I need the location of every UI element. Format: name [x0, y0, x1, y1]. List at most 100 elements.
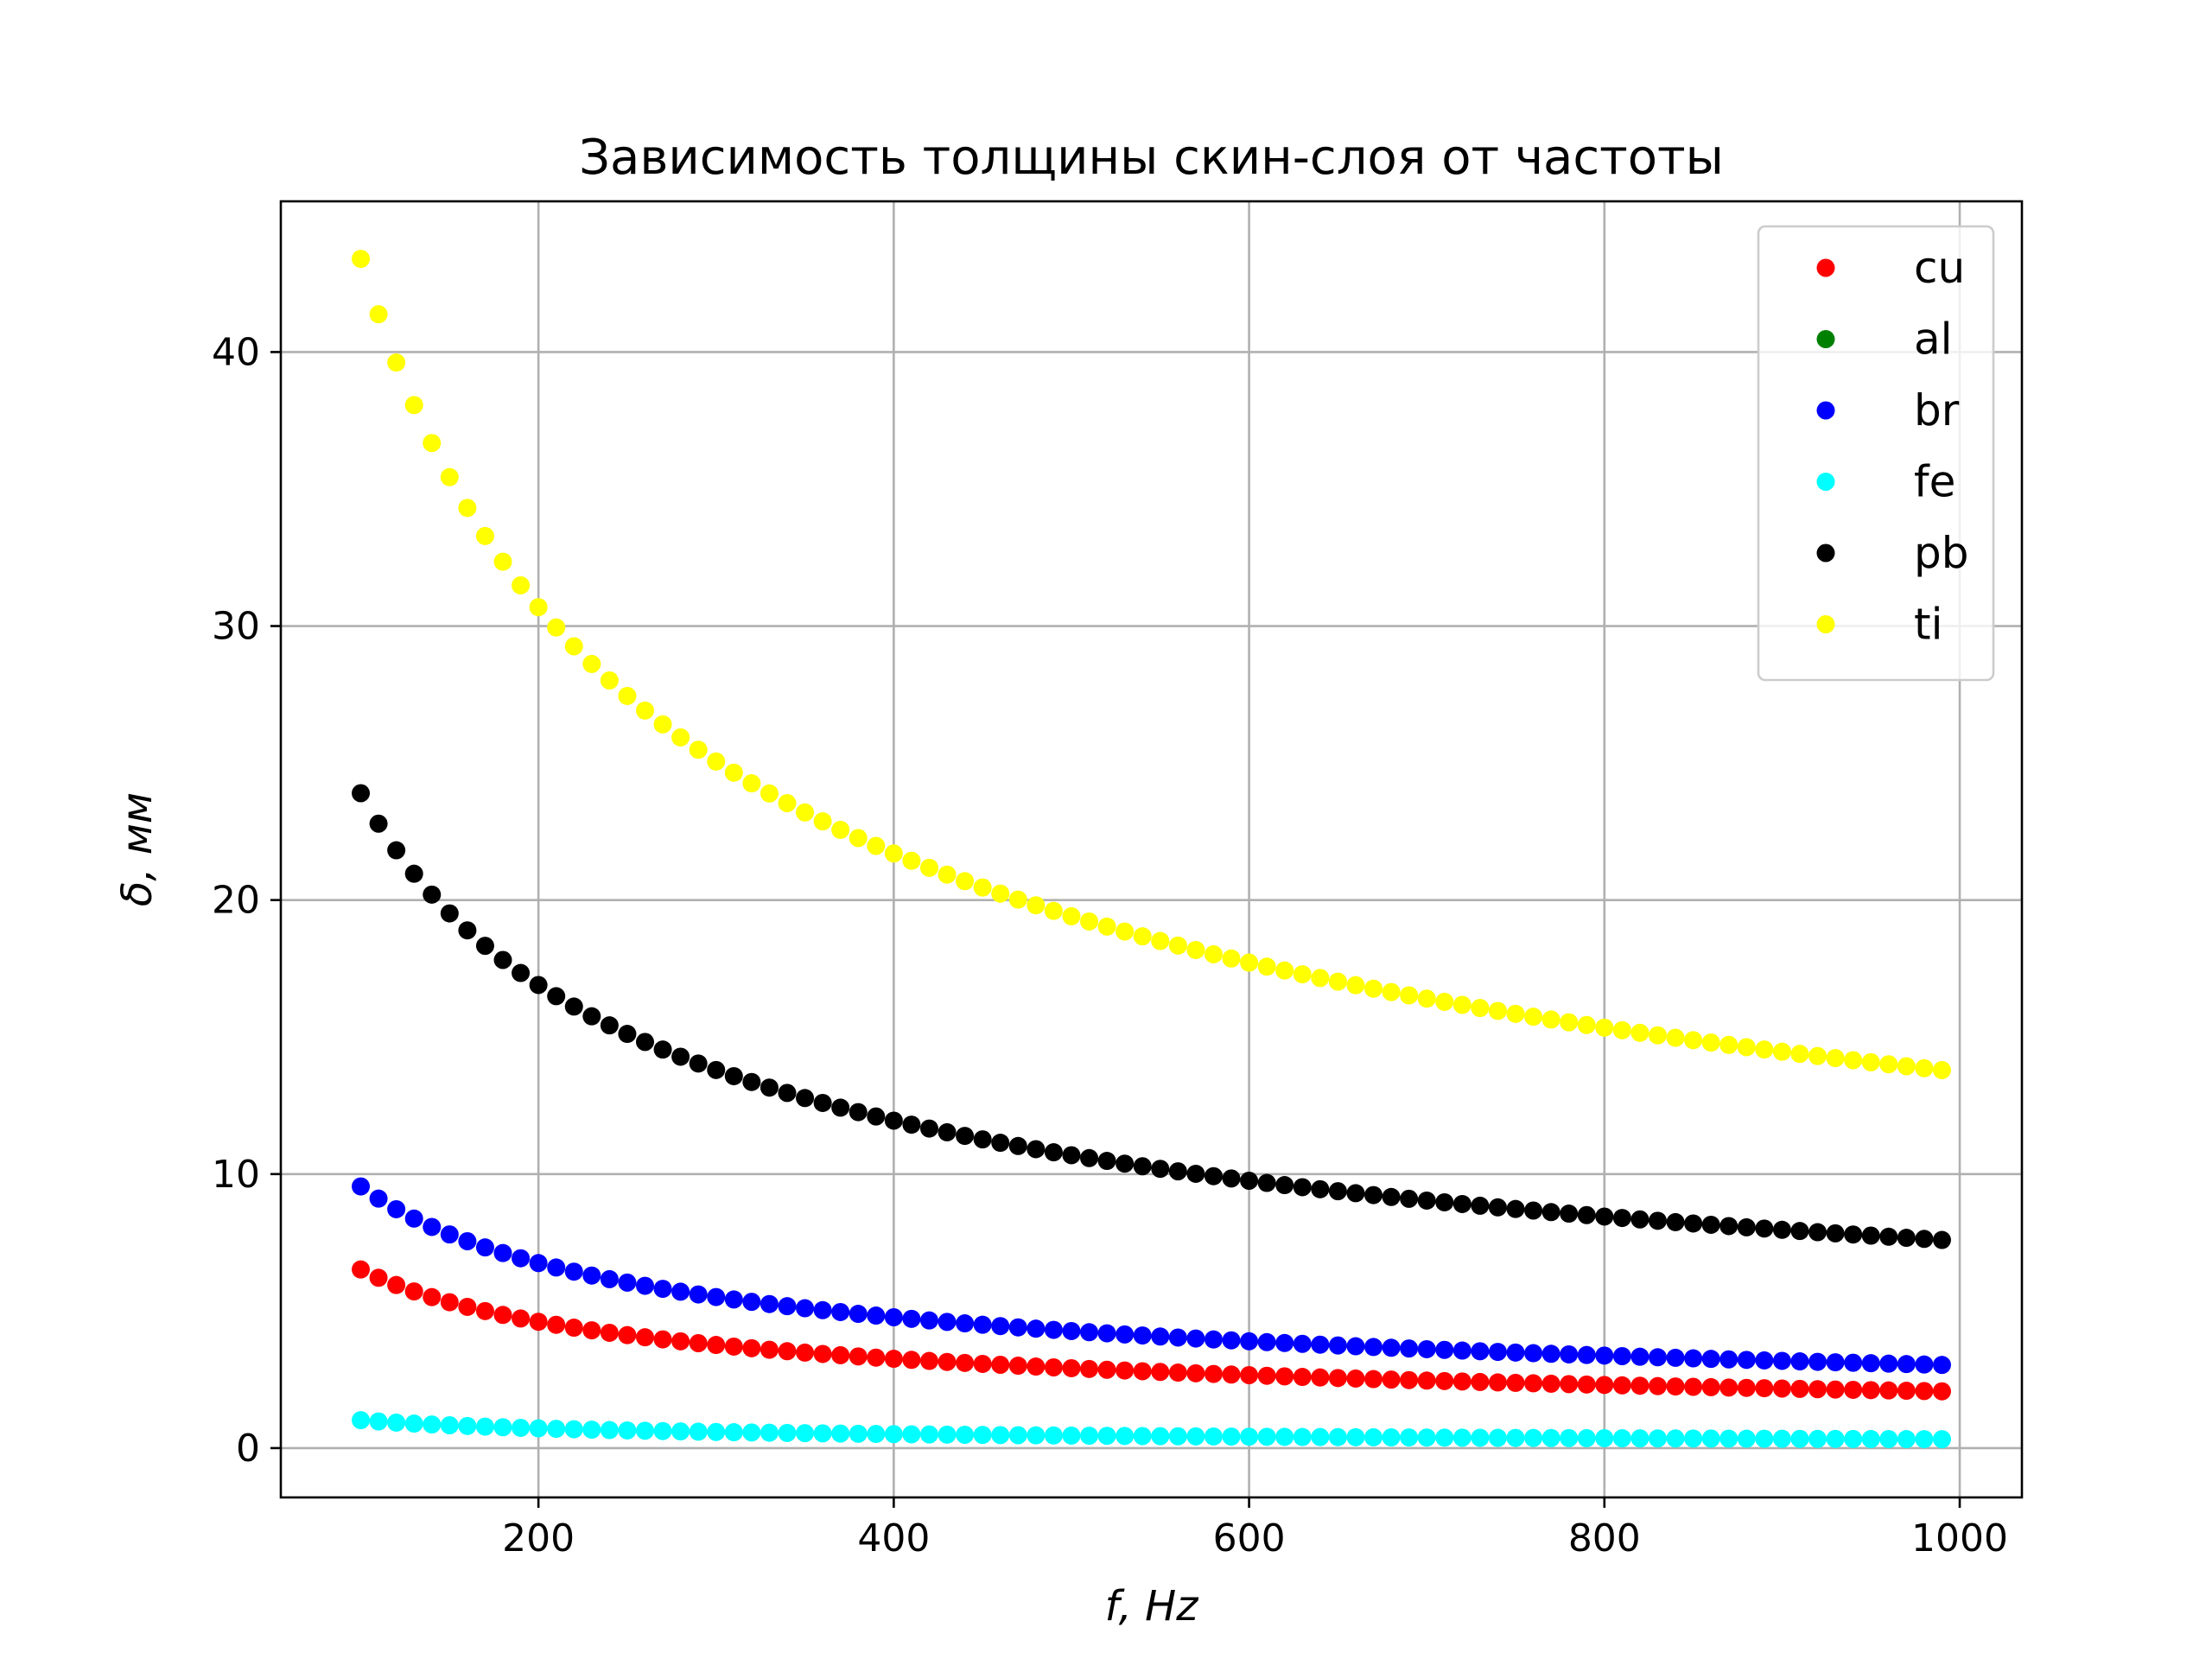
- point-cu: [1488, 1373, 1507, 1392]
- point-fe: [938, 1425, 957, 1444]
- point-cu: [1879, 1381, 1898, 1400]
- point-ti: [1772, 1042, 1791, 1061]
- point-ti: [1790, 1045, 1809, 1064]
- point-br: [778, 1297, 797, 1316]
- point-fe: [796, 1424, 815, 1443]
- point-pb: [1737, 1217, 1756, 1236]
- point-br: [1044, 1320, 1063, 1339]
- point-pb: [1844, 1225, 1863, 1244]
- point-br: [1790, 1352, 1809, 1371]
- point-br: [1577, 1345, 1596, 1364]
- point-cu: [653, 1330, 672, 1349]
- point-fe: [1826, 1429, 1845, 1448]
- point-br: [1648, 1348, 1667, 1367]
- point-ti: [1471, 999, 1490, 1018]
- point-pb: [919, 1119, 938, 1138]
- point-br: [1275, 1333, 1294, 1352]
- point-pb: [671, 1047, 690, 1066]
- point-cu: [1755, 1379, 1774, 1398]
- legend-marker-al: [1816, 330, 1835, 348]
- point-ti: [1648, 1026, 1667, 1045]
- point-br: [1560, 1344, 1579, 1363]
- point-fe: [689, 1422, 708, 1441]
- point-ti: [1737, 1038, 1756, 1057]
- point-br: [440, 1225, 459, 1244]
- point-pb: [1701, 1215, 1720, 1234]
- point-cu: [458, 1297, 477, 1316]
- point-cu: [1790, 1379, 1809, 1398]
- point-ti: [1027, 896, 1046, 915]
- point-ti: [653, 715, 672, 734]
- point-pb: [387, 841, 406, 860]
- point-br: [636, 1276, 655, 1295]
- point-pb: [440, 904, 459, 923]
- point-ti: [1506, 1004, 1525, 1023]
- point-br: [1062, 1321, 1081, 1340]
- point-ti: [1400, 986, 1419, 1005]
- point-br: [512, 1249, 531, 1268]
- point-pb: [1080, 1148, 1099, 1167]
- point-pb: [813, 1093, 832, 1112]
- point-cu: [547, 1315, 566, 1334]
- point-br: [813, 1300, 832, 1319]
- point-fe: [1257, 1427, 1276, 1446]
- point-ti: [1755, 1040, 1774, 1059]
- point-fe: [1737, 1429, 1756, 1448]
- y-tick-label: 40: [212, 330, 260, 374]
- point-ti: [1275, 961, 1294, 980]
- point-br: [849, 1305, 868, 1324]
- point-cu: [973, 1354, 992, 1373]
- point-fe: [1044, 1426, 1063, 1445]
- point-fe: [440, 1416, 459, 1435]
- point-fe: [1932, 1430, 1951, 1449]
- ticks: 200 400 600 800 1000 0 10 20 30 40: [212, 330, 2008, 1560]
- point-ti: [1684, 1031, 1703, 1050]
- point-br: [1364, 1338, 1383, 1357]
- point-cu: [1275, 1367, 1294, 1386]
- point-pb: [707, 1060, 726, 1079]
- point-cu: [1240, 1366, 1259, 1385]
- point-ti: [1240, 953, 1259, 972]
- point-pb: [1560, 1205, 1579, 1224]
- point-pb: [404, 864, 423, 883]
- point-ti: [760, 784, 779, 803]
- point-cu: [1595, 1376, 1614, 1395]
- point-cu: [1311, 1368, 1330, 1387]
- point-br: [1897, 1355, 1916, 1374]
- point-pb: [956, 1127, 975, 1146]
- point-br: [724, 1290, 743, 1309]
- point-cu: [1684, 1377, 1703, 1396]
- point-br: [1452, 1341, 1471, 1360]
- legend-label-br: br: [1914, 385, 1960, 435]
- point-cu: [423, 1287, 442, 1306]
- point-br: [689, 1285, 708, 1304]
- point-fe: [1116, 1427, 1135, 1446]
- point-fe: [1275, 1427, 1294, 1446]
- point-ti: [867, 836, 886, 855]
- point-ti: [1133, 927, 1152, 946]
- point-cu: [1612, 1376, 1631, 1395]
- point-fe: [1151, 1427, 1170, 1446]
- point-fe: [529, 1419, 548, 1438]
- point-pb: [1116, 1154, 1135, 1173]
- point-ti: [475, 526, 494, 545]
- point-cu: [1186, 1363, 1205, 1382]
- point-pb: [778, 1084, 797, 1103]
- point-fe: [1719, 1429, 1738, 1448]
- point-cu: [1577, 1375, 1596, 1394]
- point-cu: [1630, 1376, 1649, 1395]
- point-pb: [653, 1040, 672, 1059]
- point-br: [1382, 1338, 1401, 1357]
- point-cu: [1222, 1365, 1241, 1384]
- point-pb: [1524, 1201, 1543, 1220]
- point-br: [1932, 1356, 1951, 1375]
- point-br: [618, 1273, 637, 1292]
- point-pb: [1364, 1185, 1383, 1205]
- point-cu: [689, 1334, 708, 1353]
- point-fe: [1328, 1427, 1347, 1446]
- point-cu: [1648, 1376, 1667, 1395]
- point-br: [458, 1231, 477, 1250]
- point-cu: [1417, 1371, 1436, 1390]
- point-fe: [760, 1423, 779, 1442]
- point-fe: [653, 1421, 672, 1440]
